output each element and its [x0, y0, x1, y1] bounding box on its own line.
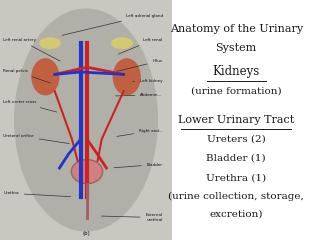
Text: (urine collection, storage,: (urine collection, storage,: [168, 192, 304, 201]
Ellipse shape: [111, 37, 133, 49]
Text: Right and...: Right and...: [117, 129, 163, 136]
Text: Urethra: Urethra: [3, 192, 71, 197]
Text: (b): (b): [82, 231, 90, 236]
Text: Hilus: Hilus: [117, 60, 163, 71]
Text: Left renal: Left renal: [118, 38, 163, 54]
Text: Renal pelvis: Renal pelvis: [3, 69, 51, 83]
Text: Urethra (1): Urethra (1): [206, 173, 266, 182]
Ellipse shape: [14, 8, 158, 232]
Ellipse shape: [113, 58, 141, 95]
Text: External
urethral: External urethral: [101, 213, 163, 222]
Text: Lower Urinary Tract: Lower Urinary Tract: [178, 115, 294, 125]
Text: Left kidney: Left kidney: [132, 79, 163, 83]
Ellipse shape: [39, 37, 61, 49]
Text: excretion): excretion): [210, 209, 263, 218]
Text: Bladder (1): Bladder (1): [206, 154, 266, 163]
Text: Left adrenal gland: Left adrenal gland: [62, 14, 163, 35]
Text: Kidneys: Kidneys: [212, 66, 260, 78]
Text: Left renal artery: Left renal artery: [3, 38, 60, 61]
Text: Abdomin...: Abdomin...: [116, 93, 163, 97]
FancyBboxPatch shape: [0, 0, 172, 240]
Text: System: System: [216, 43, 257, 53]
Ellipse shape: [31, 58, 60, 95]
Text: Anatomy of the Urinary: Anatomy of the Urinary: [170, 24, 303, 34]
Text: Ureters (2): Ureters (2): [207, 135, 266, 144]
Text: Left ureter cross: Left ureter cross: [3, 100, 57, 112]
Text: Ureteral orifice: Ureteral orifice: [3, 134, 69, 144]
Ellipse shape: [71, 160, 103, 184]
Text: Bladder: Bladder: [114, 163, 163, 168]
Text: (urine formation): (urine formation): [191, 87, 282, 96]
